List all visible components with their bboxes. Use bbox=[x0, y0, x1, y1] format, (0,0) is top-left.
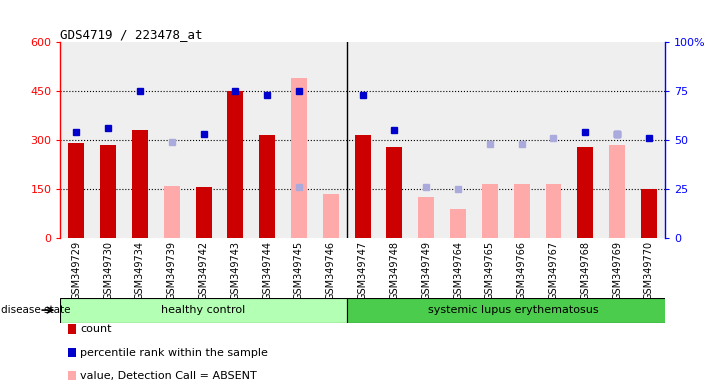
Text: value, Detection Call = ABSENT: value, Detection Call = ABSENT bbox=[80, 371, 257, 381]
Bar bbox=[545, 184, 562, 238]
Bar bbox=[514, 184, 530, 238]
Bar bbox=[609, 145, 625, 238]
Text: GSM349769: GSM349769 bbox=[612, 241, 622, 300]
Bar bbox=[283, 42, 315, 238]
Text: healthy control: healthy control bbox=[161, 305, 246, 315]
Bar bbox=[323, 194, 338, 238]
Text: GSM349768: GSM349768 bbox=[580, 241, 590, 300]
Bar bbox=[450, 209, 466, 238]
Text: GSM349743: GSM349743 bbox=[230, 241, 240, 300]
Text: GSM349744: GSM349744 bbox=[262, 241, 272, 300]
Bar bbox=[633, 42, 665, 238]
Bar bbox=[410, 42, 442, 238]
Bar bbox=[228, 91, 243, 238]
Bar bbox=[196, 187, 212, 238]
Text: GSM349746: GSM349746 bbox=[326, 241, 336, 300]
Bar bbox=[474, 42, 506, 238]
Text: GSM349745: GSM349745 bbox=[294, 241, 304, 300]
Text: GSM349770: GSM349770 bbox=[644, 241, 654, 300]
Bar bbox=[482, 184, 498, 238]
Bar bbox=[442, 42, 474, 238]
Text: GSM349767: GSM349767 bbox=[548, 241, 558, 300]
Text: GSM349766: GSM349766 bbox=[517, 241, 527, 300]
Text: count: count bbox=[80, 324, 112, 334]
Bar bbox=[100, 145, 116, 238]
Bar bbox=[188, 42, 220, 238]
Text: GSM349764: GSM349764 bbox=[453, 241, 463, 300]
Text: GSM349748: GSM349748 bbox=[390, 241, 400, 300]
Bar bbox=[60, 298, 347, 323]
Text: GDS4719 / 223478_at: GDS4719 / 223478_at bbox=[60, 28, 203, 41]
Bar bbox=[251, 42, 283, 238]
Bar bbox=[132, 131, 148, 238]
Bar bbox=[68, 143, 85, 238]
Bar bbox=[378, 42, 410, 238]
Bar bbox=[538, 42, 570, 238]
Text: GSM349747: GSM349747 bbox=[358, 241, 368, 300]
Text: GSM349730: GSM349730 bbox=[103, 241, 113, 300]
Text: GSM349749: GSM349749 bbox=[421, 241, 432, 300]
Text: GSM349739: GSM349739 bbox=[167, 241, 177, 300]
Bar bbox=[260, 135, 275, 238]
Bar bbox=[164, 186, 180, 238]
Bar bbox=[92, 42, 124, 238]
Bar bbox=[387, 147, 402, 238]
Bar bbox=[220, 42, 251, 238]
Text: GSM349729: GSM349729 bbox=[71, 241, 81, 300]
Text: systemic lupus erythematosus: systemic lupus erythematosus bbox=[429, 305, 599, 315]
Bar bbox=[570, 42, 602, 238]
Bar bbox=[355, 135, 370, 238]
Text: GSM349765: GSM349765 bbox=[485, 241, 495, 300]
Bar bbox=[291, 78, 307, 238]
Bar bbox=[641, 189, 657, 238]
Text: percentile rank within the sample: percentile rank within the sample bbox=[80, 348, 268, 358]
Bar bbox=[577, 147, 593, 238]
Bar bbox=[315, 42, 347, 238]
Text: GSM349742: GSM349742 bbox=[198, 241, 208, 300]
Bar bbox=[60, 42, 92, 238]
Bar bbox=[156, 42, 188, 238]
Bar bbox=[602, 42, 633, 238]
Bar bbox=[347, 42, 378, 238]
Text: disease state: disease state bbox=[1, 305, 70, 315]
Bar bbox=[506, 42, 538, 238]
Bar bbox=[124, 42, 156, 238]
Text: GSM349734: GSM349734 bbox=[135, 241, 145, 300]
Bar bbox=[347, 298, 680, 323]
Bar bbox=[418, 197, 434, 238]
